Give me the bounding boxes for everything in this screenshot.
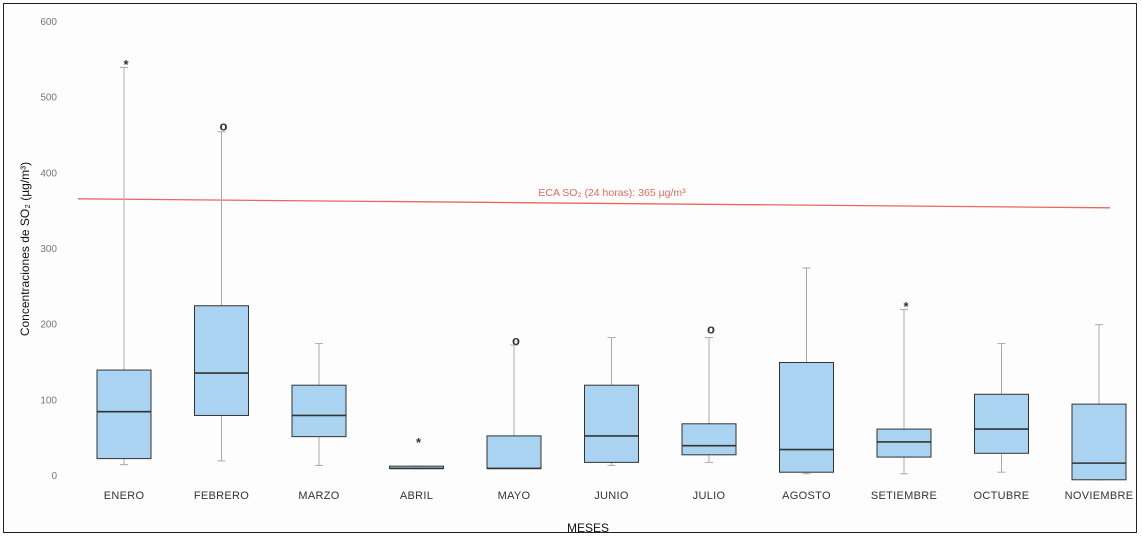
box-iqr [1071,403,1127,481]
x-tick-label: ABRIL [400,490,433,502]
outlier-marker: o [220,119,228,134]
extreme-marker: * [123,57,129,72]
x-tick-label: MAYO [498,490,531,502]
box-junio: JUNIO [584,337,639,502]
extreme-marker: * [903,299,909,314]
box-iqr [779,362,834,473]
y-tick-label: 400 [40,168,57,179]
box-iqr [584,384,639,463]
y-tick-label: 0 [51,471,57,482]
box-agosto: AGOSTO [779,267,834,502]
box-febrero: o FEBRERO [194,119,249,502]
x-tick-label: SETIEMBRE [871,490,937,502]
box-abril: * ABRIL [389,435,444,502]
extreme-marker: * [416,435,422,450]
box-noviembre: NOVIEMBRE [1065,324,1134,502]
box-iqr [876,428,932,458]
y-tick-label: 100 [40,395,57,406]
box-setiembre: * SETIEMBRE [871,299,937,502]
box-enero: * ENERO [96,57,152,502]
y-tick-label: 600 [40,17,57,28]
y-axis-title: Concentraciones de SO₂ (µg/m³) [18,162,32,336]
box-iqr [974,393,1029,454]
box-iqr [681,423,737,456]
x-tick-label: MARZO [298,490,339,502]
outlier-marker: o [707,321,715,336]
x-tick-label: ENERO [104,490,145,502]
box-group: * ENERO o FEBRERO MARZO * ABRIL o MAYO JUNIO o JULI… [96,57,1134,502]
box-iqr [194,305,249,416]
x-axis-title: MESES [567,521,609,535]
reference-line-label: ECA SO₂ (24 horas): 365 µg/m³ [538,187,686,199]
x-tick-label: FEBRERO [194,490,249,502]
box-iqr [96,369,152,460]
outlier-marker: o [512,333,520,348]
y-tick-label: 200 [40,320,57,331]
box-mayo: o MAYO [486,333,542,502]
x-tick-label: NOVIEMBRE [1065,490,1134,502]
chart-frame [3,3,1137,533]
x-tick-label: JUNIO [594,490,629,502]
box-iqr [291,384,347,438]
box-julio: o JULIO [681,321,737,502]
box-octubre: OCTUBRE [974,343,1030,502]
x-tick-label: OCTUBRE [974,490,1030,502]
reference-line [77,198,1111,209]
y-tick-label: 500 [40,93,57,104]
y-axis-ticks: 0 100 200 300 400 500 600 [40,17,57,482]
y-tick-label: 300 [40,244,57,255]
x-tick-label: JULIO [693,490,726,502]
box-iqr [486,435,542,469]
x-tick-label: AGOSTO [782,490,831,502]
box-marzo: MARZO [291,343,347,502]
